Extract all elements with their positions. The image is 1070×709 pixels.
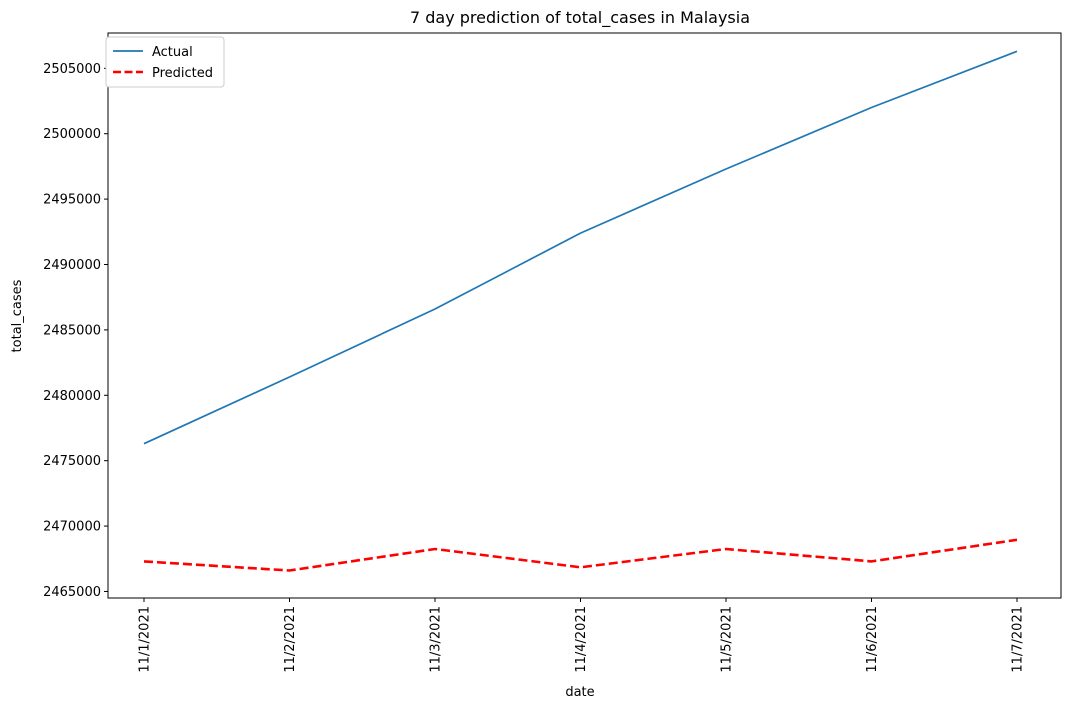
legend-label-actual: Actual [152,45,193,60]
y-axis-label: total_cases [10,279,25,352]
y-tick-label: 2475000 [43,454,101,469]
y-tick-label: 2485000 [43,323,101,338]
x-tick-label: 11/6/2021 [865,606,880,673]
x-tick-label: 11/3/2021 [429,606,444,673]
y-tick-label: 2505000 [43,62,101,77]
chart-title: 7 day prediction of total_cases in Malay… [410,8,750,28]
plot-frame [107,32,1062,599]
x-tick-label: 11/5/2021 [720,606,735,673]
y-tick-label: 2490000 [43,258,101,273]
legend-box [105,36,225,88]
x-tick-label: 11/2/2021 [283,606,298,673]
y-tick-label: 2470000 [43,520,101,535]
y-tick-label: 2500000 [43,127,101,142]
series-line-predicted [143,538,1018,572]
x-axis-label: date [565,685,594,700]
x-tick-label: 11/1/2021 [138,606,153,673]
series-layer [143,50,1018,572]
series-line-actual [143,50,1018,445]
y-tick-label: 2480000 [43,389,101,404]
y-axis: 2465000 2470000 2475000 2480000 2485000 24900… [43,62,108,600]
legend-label-predicted: Predicted [152,66,213,81]
x-tick-label: 11/4/2021 [574,606,589,673]
y-tick-label: 2465000 [43,585,101,600]
x-tick-label: 11/7/2021 [1011,606,1026,673]
x-axis: 11/1/2021 11/2/2021 11/3/2021 11/4/2021 11/5… [138,598,1026,673]
y-tick-label: 2495000 [43,193,101,208]
legend: Actual Predicted [105,36,225,88]
